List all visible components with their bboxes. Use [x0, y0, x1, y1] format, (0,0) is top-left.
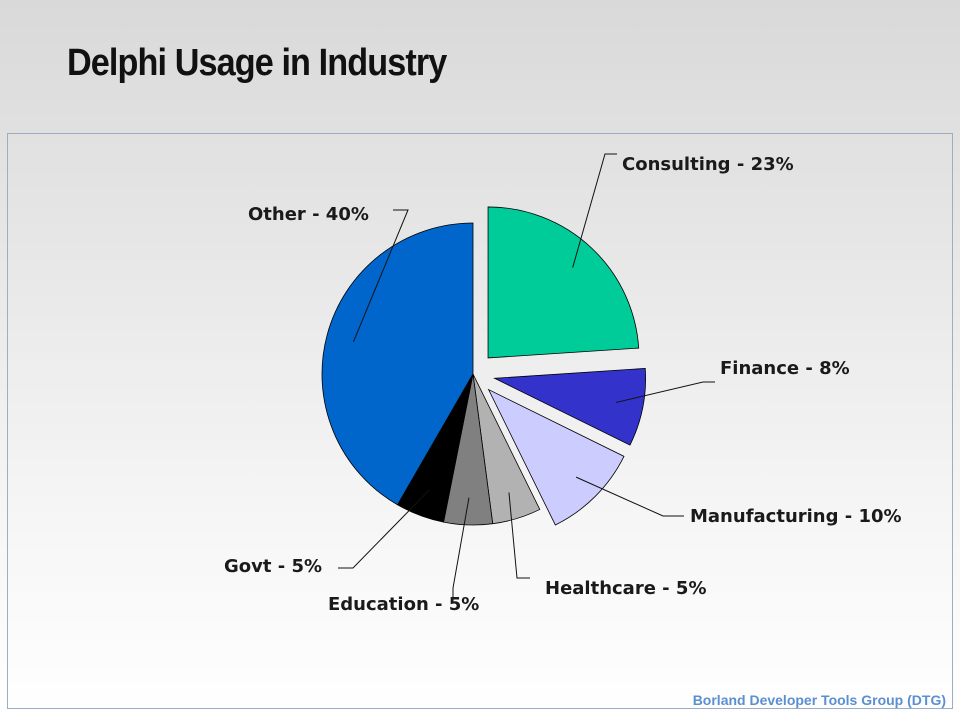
slice-labels: Consulting - 23% Finance - 8% Manufacturin… — [224, 154, 902, 615]
leader-line-healthcare — [508, 492, 530, 579]
leader-line-education — [452, 497, 470, 602]
slice-label-other: Other - 40% — [248, 204, 369, 225]
pie-slice-other — [321, 222, 474, 506]
pie-slices — [321, 206, 646, 526]
chart-panel — [7, 133, 953, 709]
leader-line-other — [352, 209, 409, 343]
slice-label-education: Education - 5% — [328, 594, 479, 615]
leader-line-govt — [338, 489, 430, 569]
leader-lines — [338, 153, 715, 602]
slice-label-finance: Finance - 8% — [720, 358, 850, 379]
slice-label-consulting: Consulting - 23% — [622, 154, 794, 175]
slice-label-govt: Govt - 5% — [224, 556, 322, 577]
pie-slice-manufacturing — [487, 388, 625, 526]
pie-slice-finance — [493, 367, 646, 446]
leader-line-manufacturing — [575, 476, 684, 517]
slice-label-healthcare: Healthcare - 5% — [545, 578, 706, 599]
pie-slice-consulting — [487, 206, 640, 359]
slide-title: Delphi Usage in Industry — [67, 42, 447, 84]
leader-line-consulting — [572, 153, 617, 268]
leader-line-finance — [615, 381, 715, 403]
slice-label-manufacturing: Manufacturing - 10% — [690, 506, 902, 527]
footer-text: Borland Developer Tools Group (DTG) — [692, 692, 946, 708]
